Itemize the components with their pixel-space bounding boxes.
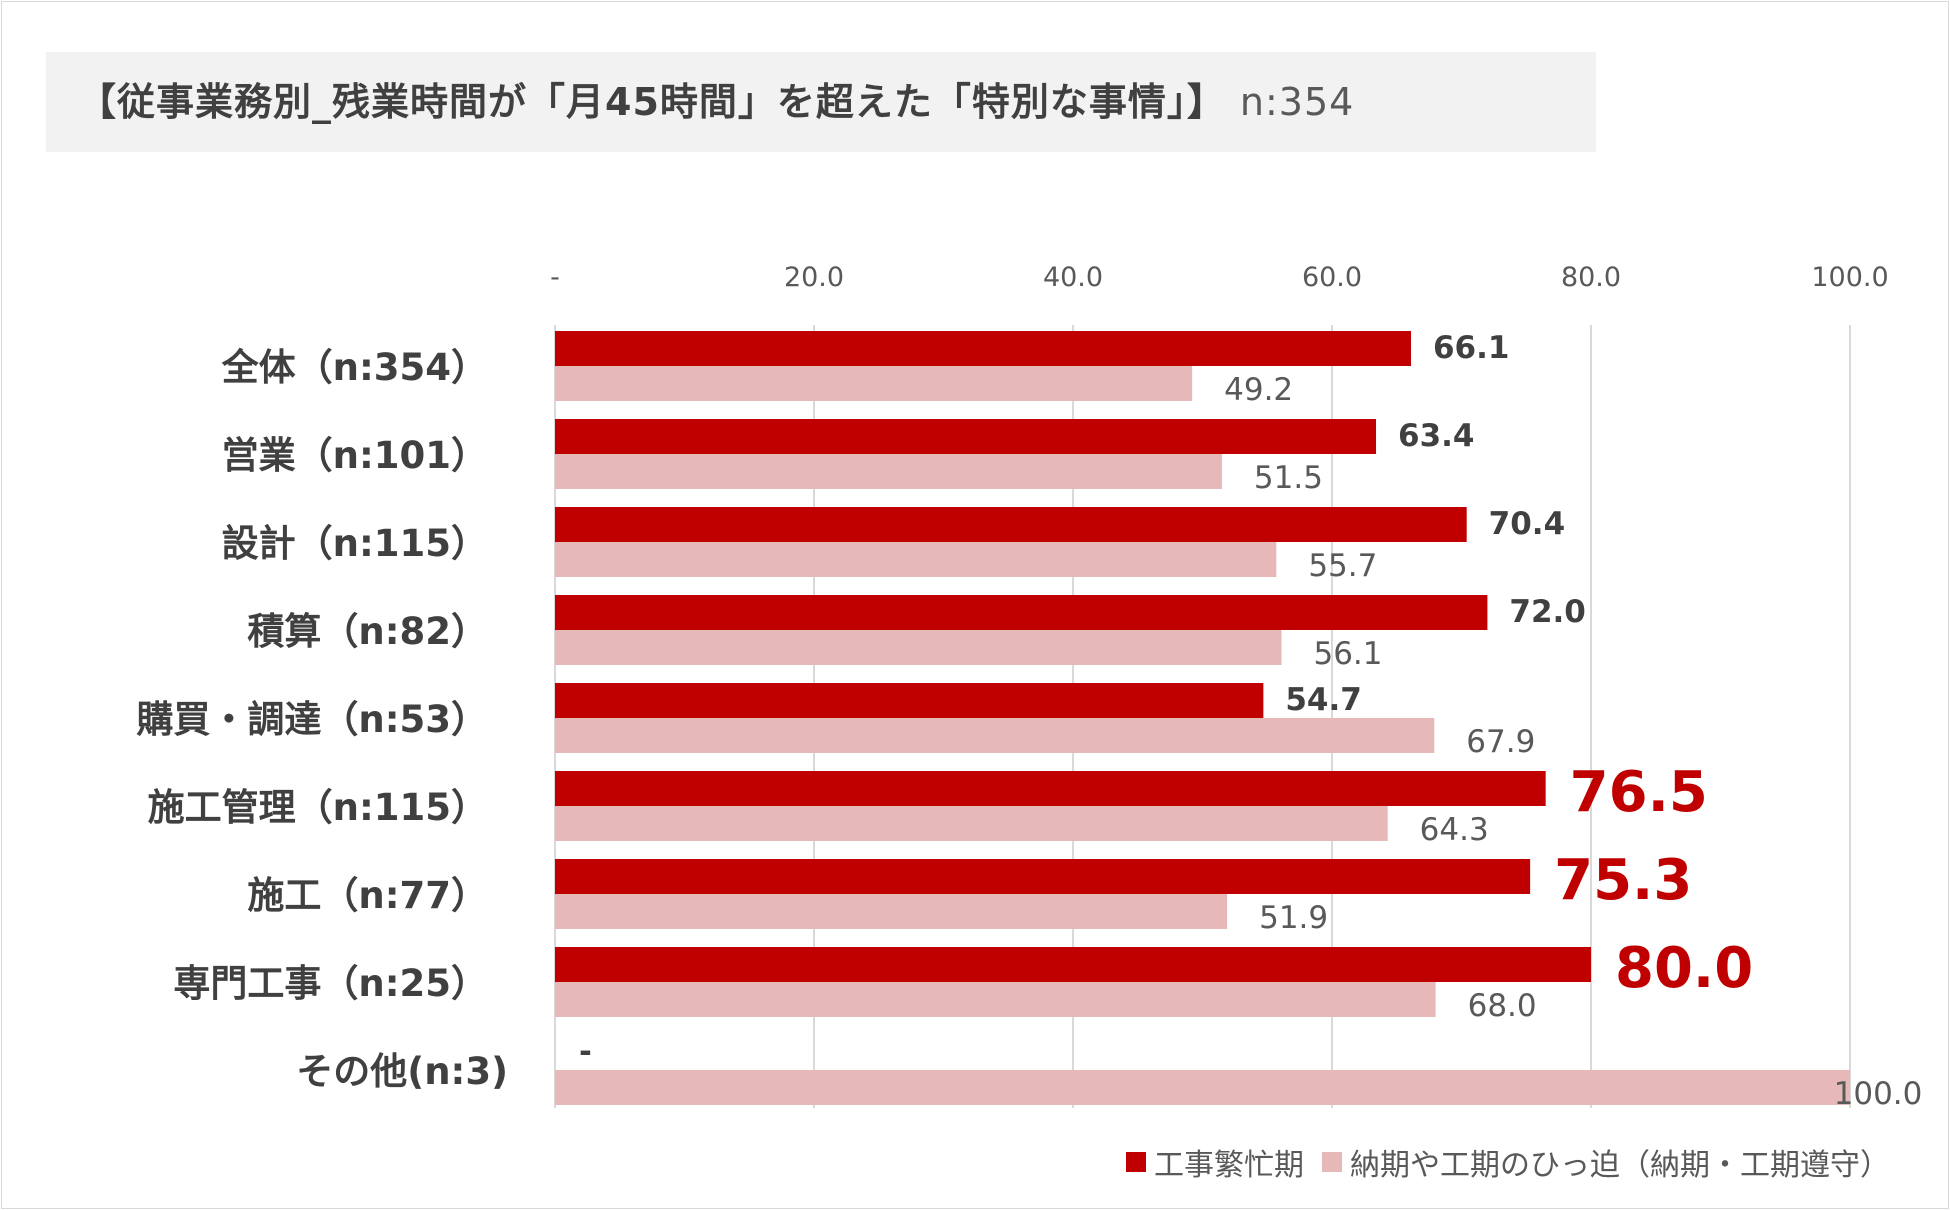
bar-series-2 bbox=[555, 1070, 1850, 1105]
x-tick-label: 60.0 bbox=[1302, 262, 1362, 293]
data-label-series-1: 72.0 bbox=[1509, 594, 1586, 630]
data-label-series-1: 54.7 bbox=[1285, 682, 1362, 718]
data-label-series-2: 51.5 bbox=[1254, 460, 1323, 496]
data-label-series-1: 75.3 bbox=[1554, 848, 1692, 913]
chart-title: 【従事業務別_残業時間が「月45時間」を超えた「特別な事情」】 bbox=[78, 80, 1226, 124]
bar-series-2 bbox=[555, 982, 1436, 1017]
data-label-series-2: 100.0 bbox=[1834, 1076, 1923, 1112]
bar-series-1 bbox=[555, 419, 1377, 454]
bar-series-2 bbox=[555, 806, 1388, 841]
category-label: 施工（n:77） bbox=[247, 874, 488, 917]
data-label-series-2: 49.2 bbox=[1224, 372, 1293, 408]
legend-swatch-series-1 bbox=[1126, 1152, 1146, 1172]
bar-series-2 bbox=[555, 366, 1193, 401]
data-label-series-2: 68.0 bbox=[1468, 988, 1537, 1024]
data-label-series-1: 70.4 bbox=[1489, 506, 1566, 542]
bar-series-2 bbox=[555, 630, 1282, 665]
data-label-series-2: 55.7 bbox=[1308, 548, 1377, 584]
title-box bbox=[46, 52, 1596, 152]
data-label-series-1: 80.0 bbox=[1615, 936, 1753, 1001]
data-label-series-1: - bbox=[579, 1034, 592, 1070]
legend-item-series-2: 納期や工期のひっ迫（納期・工期遵守） bbox=[1322, 1140, 1890, 1184]
data-label-series-2: 67.9 bbox=[1466, 724, 1535, 760]
data-labels: 66.1 49.2 63.4 51.5 70.4 55.7 72.0 56.1 54.7 67.9… bbox=[579, 330, 1922, 1112]
bar-series-2 bbox=[555, 718, 1435, 753]
category-label: 積算（n:82） bbox=[247, 610, 488, 653]
legend: 工事繁忙期 納期や工期のひっ迫（納期・工期遵守） bbox=[1108, 1140, 1890, 1184]
legend-swatch-series-2 bbox=[1322, 1152, 1342, 1172]
category-label: 営業（n:101） bbox=[222, 434, 488, 477]
bar-series-2 bbox=[555, 454, 1222, 489]
data-label-series-1: 63.4 bbox=[1398, 418, 1475, 454]
bar-series-1 bbox=[555, 771, 1546, 806]
x-axis-ticks: - 20.0 40.0 60.0 80.0 100.0 bbox=[550, 262, 1889, 293]
bar-series-1 bbox=[555, 331, 1411, 366]
x-tick-label: 20.0 bbox=[784, 262, 844, 293]
x-tick-label: - bbox=[550, 262, 560, 293]
data-label-series-1: 76.5 bbox=[1570, 760, 1708, 825]
x-tick-label: 100.0 bbox=[1811, 262, 1888, 293]
category-label: 専門工事（n:25） bbox=[173, 962, 488, 1005]
bar-series-2 bbox=[555, 894, 1228, 929]
bar-series-1 bbox=[555, 507, 1467, 542]
category-label: その他(n:3) bbox=[296, 1050, 508, 1093]
bars bbox=[555, 331, 1850, 1105]
legend-label-series-1: 工事繁忙期 bbox=[1154, 1148, 1304, 1183]
chart-subtitle: n:354 bbox=[1239, 80, 1355, 124]
data-label-series-1: 66.1 bbox=[1433, 330, 1510, 366]
x-tick-label: 40.0 bbox=[1043, 262, 1103, 293]
legend-item-series-1: 工事繁忙期 bbox=[1126, 1140, 1304, 1184]
category-labels: 全体（n:354） 営業（n:101） 設計（n:115） 積算（n:82） 購買・調達… bbox=[136, 346, 508, 1093]
chart-title-row: 【従事業務別_残業時間が「月45時間」を超えた「特別な事情」】 n:354 bbox=[78, 72, 1354, 132]
data-label-series-2: 56.1 bbox=[1313, 636, 1382, 672]
legend-label-series-2: 納期や工期のひっ迫（納期・工期遵守） bbox=[1350, 1148, 1890, 1183]
category-label: 施工管理（n:115） bbox=[148, 786, 488, 829]
bar-series-1 bbox=[555, 683, 1264, 718]
data-label-series-2: 51.9 bbox=[1259, 900, 1328, 936]
category-label: 全体（n:354） bbox=[221, 346, 488, 389]
data-label-series-2: 64.3 bbox=[1420, 812, 1489, 848]
category-label: 購買・調達（n:53） bbox=[136, 698, 488, 741]
bar-series-1 bbox=[555, 595, 1488, 630]
bar-series-2 bbox=[555, 542, 1277, 577]
bar-series-1 bbox=[555, 859, 1531, 894]
category-label: 設計（n:115） bbox=[222, 522, 488, 565]
bar-series-1 bbox=[555, 947, 1591, 982]
x-tick-label: 80.0 bbox=[1561, 262, 1621, 293]
